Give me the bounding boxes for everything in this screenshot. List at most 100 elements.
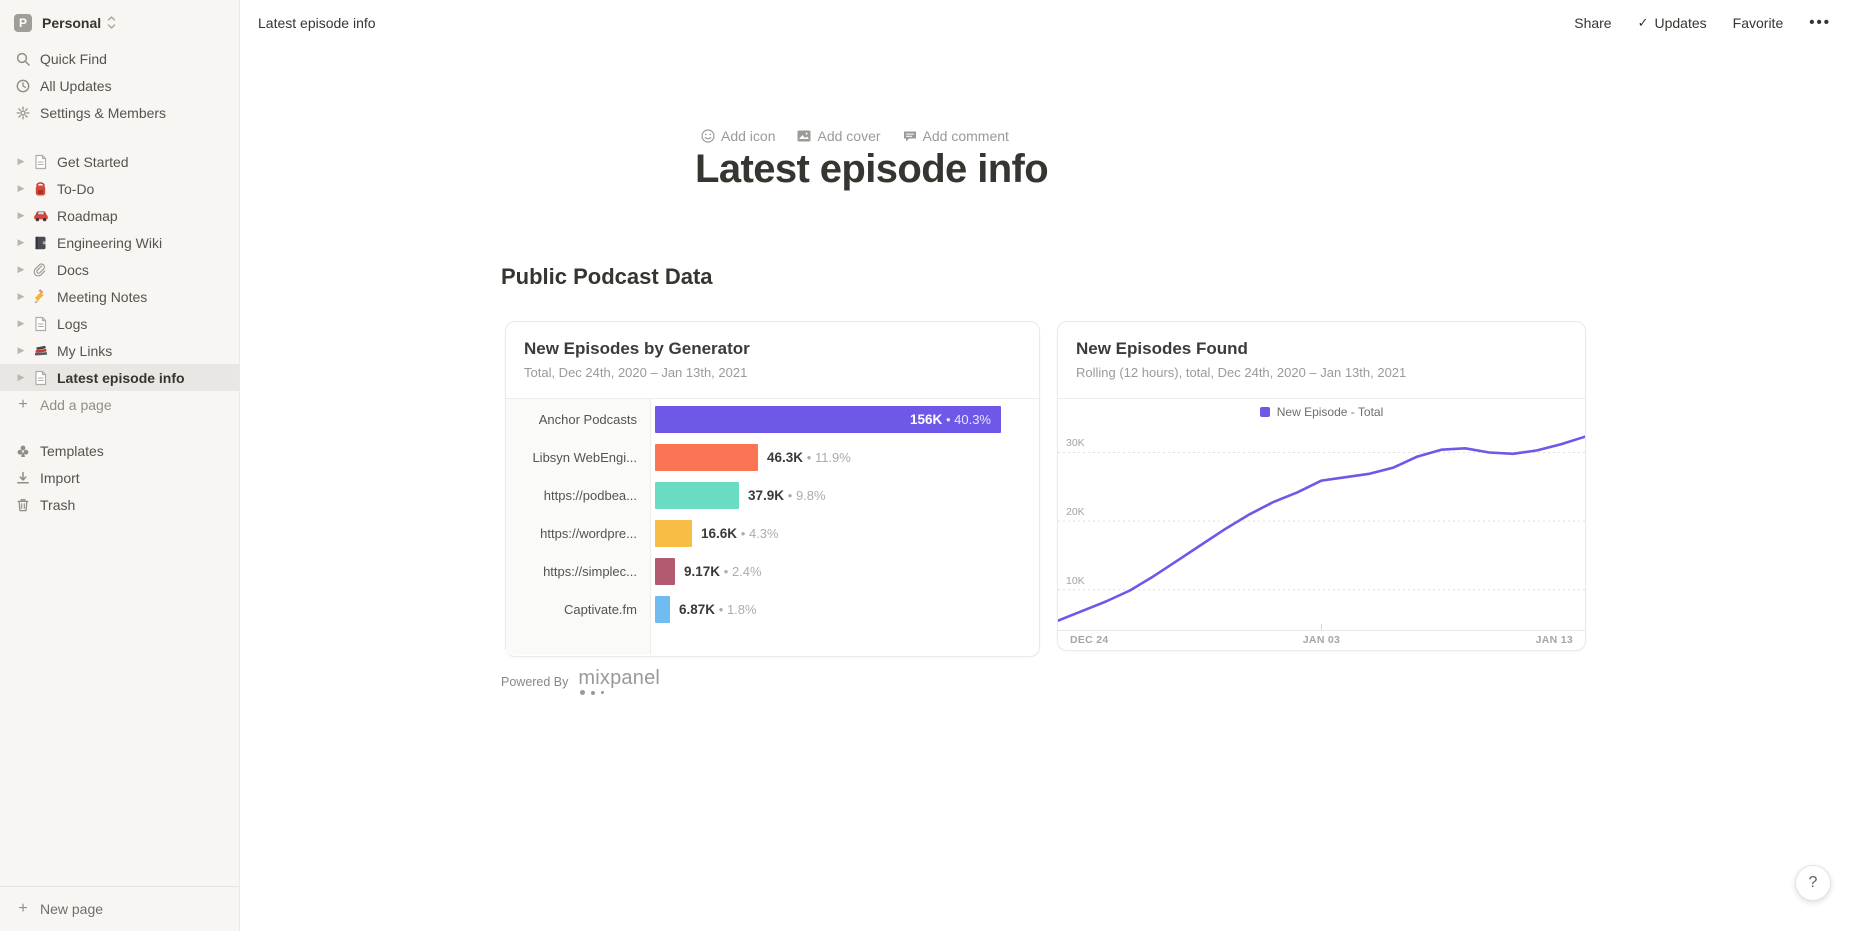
templates-icon [14,444,32,458]
page-icon [32,315,49,332]
expand-toggle-icon[interactable]: ▶ [17,237,25,247]
page-decorations-row: Add icon Add cover Add comment [701,128,1009,144]
bar-track: 16.6K • 4.3% [651,519,1039,547]
sidebar-item-to-do[interactable]: ▶ To-Do [0,175,239,202]
powered-by-mixpanel[interactable]: Powered By mixpanel [501,667,661,695]
sidebar-item-docs[interactable]: ▶ Docs [0,256,239,283]
chart-legend: New Episode - Total [1058,399,1585,425]
bar-value-label: 46.3K • 11.9% [767,449,851,465]
page-label: Engineering Wiki [57,234,163,251]
x-axis-tick-label: DEC 24 [1070,634,1109,646]
sidebar-item-engineering-wiki[interactable]: ▶ Engineering Wiki [0,229,239,256]
page-label: Meeting Notes [57,288,148,305]
add-icon-label: Add icon [721,128,776,144]
page-title[interactable]: Latest episode info [695,147,1049,191]
page-label: Docs [57,261,89,278]
sidebar-item-latest-episode-info[interactable]: ▶ Latest episode info [0,364,239,391]
add-comment-label: Add comment [922,128,1009,144]
expand-toggle-icon[interactable]: ▶ [17,345,25,355]
bar-row[interactable]: https://podbea... 37.9K • 9.8% [506,476,1039,514]
backpack-icon [32,180,49,197]
add-cover-label: Add cover [817,128,881,144]
pencil-icon [32,288,49,305]
import-icon [14,471,32,485]
section-heading[interactable]: Public Podcast Data [501,264,713,289]
car-icon [32,207,49,224]
sidebar-item-meeting-notes[interactable]: ▶ Meeting Notes [0,283,239,310]
page-content: Add icon Add cover Add comment [240,45,1863,931]
bar-track: 37.9K • 9.8% [651,481,1039,509]
topbar: Latest episode info Share ✓ Updates Favo… [240,0,1863,45]
expand-toggle-icon[interactable]: ▶ [17,264,25,274]
sidebar-import-button[interactable]: Import [0,464,239,491]
search-icon [14,52,32,66]
sidebar-templates-button[interactable]: Templates [0,437,239,464]
expand-toggle-icon[interactable]: ▶ [17,291,25,301]
add-cover-button[interactable]: Add cover [797,128,881,144]
bar-category-label: https://wordpre... [540,525,637,541]
bar[interactable] [655,595,670,623]
bar-value-label: 16.6K • 4.3% [701,525,779,541]
divider [1058,398,1585,399]
sidebar-item-roadmap[interactable]: ▶ Roadmap [0,202,239,229]
page-label: Roadmap [57,207,118,224]
bar-chart-subtitle: Total, Dec 24th, 2020 – Jan 13th, 2021 [524,365,748,380]
expand-toggle-icon[interactable]: ▶ [17,372,25,382]
sidebar-item-get-started[interactable]: ▶ Get Started [0,148,239,175]
plus-icon: + [18,395,28,413]
mixpanel-wordmark: mixpanel [578,667,661,689]
bar-category-label: Libsyn WebEngi... [532,449,637,465]
bar-row[interactable]: Libsyn WebEngi... 46.3K • 11.9% [506,438,1039,476]
powered-by-label: Powered By [501,675,569,689]
plus-icon: + [18,900,28,917]
add-comment-button[interactable]: Add comment [903,128,1009,144]
sidebar-menu-quick-find[interactable]: Quick Find [0,45,239,72]
bar-row[interactable]: https://wordpre... 16.6K • 4.3% [506,514,1039,552]
bar-row[interactable]: https://simplec... 9.17K • 2.4% [506,552,1039,590]
workspace-switcher[interactable]: P Personal [0,0,239,45]
sidebar: P Personal Quick Find All Updates Settings… [0,0,240,931]
line-chart-subtitle: Rolling (12 hours), total, Dec 24th, 202… [1076,365,1407,380]
expand-toggle-icon[interactable]: ▶ [17,183,25,193]
breadcrumb[interactable]: Latest episode info [258,14,376,31]
bar[interactable] [655,557,675,585]
sidebar-menu-all-updates[interactable]: All Updates [0,72,239,99]
bar-row[interactable]: Captivate.fm 6.87K • 1.8% [506,590,1039,628]
expand-toggle-icon[interactable]: ▶ [17,210,25,220]
sidebar-item-my-links[interactable]: ▶ My Links [0,337,239,364]
bar-chart-card[interactable]: New Episodes by Generator Total, Dec 24t… [505,321,1040,657]
add-a-page-label: Add a page [40,396,112,413]
line-chart-header: New Episodes Found Rolling (12 hours), t… [1058,322,1585,383]
paperclip-icon [32,261,49,278]
bar[interactable] [655,443,758,471]
new-page-button[interactable]: + New page [0,886,239,931]
add-a-page-button[interactable]: + Add a page [0,391,239,418]
mixpanel-logo-dots [580,690,660,695]
bar-category-label: https://podbea... [543,487,637,503]
bar-track: 46.3K • 11.9% [651,443,1039,471]
sidebar-menu-settings-members[interactable]: Settings & Members [0,99,239,126]
help-button[interactable]: ? [1795,865,1831,901]
bar[interactable] [655,481,739,509]
line-chart-title: New Episodes Found [1076,339,1248,358]
add-icon-button[interactable]: Add icon [701,128,775,144]
expand-toggle-icon[interactable]: ▶ [17,318,25,328]
bar[interactable] [655,519,692,547]
check-icon: ✓ [1637,14,1649,30]
share-button[interactable]: Share [1574,14,1612,31]
page-icon [32,369,49,386]
sidebar-trash-button[interactable]: Trash [0,491,239,518]
expand-toggle-icon[interactable]: ▶ [17,156,25,166]
bar-row[interactable]: Anchor Podcasts 156K • 40.3% [506,400,1039,438]
x-axis-tick-label: JAN 13 [1535,634,1573,646]
bar-chart-title: New Episodes by Generator [524,339,750,358]
x-axis-tick-label: JAN 03 [1302,634,1341,646]
more-menu-button[interactable]: ••• [1809,14,1831,31]
line-chart-card[interactable]: New Episodes Found Rolling (12 hours), t… [1057,321,1586,651]
sidebar-item-logs[interactable]: ▶ Logs [0,310,239,337]
bar[interactable]: 156K • 40.3% [655,405,1001,433]
favorite-button[interactable]: Favorite [1732,14,1784,31]
updates-button[interactable]: ✓ Updates [1638,15,1707,31]
bar-category-label: Captivate.fm [564,601,637,617]
bar-track: 6.87K • 1.8% [651,595,1039,623]
